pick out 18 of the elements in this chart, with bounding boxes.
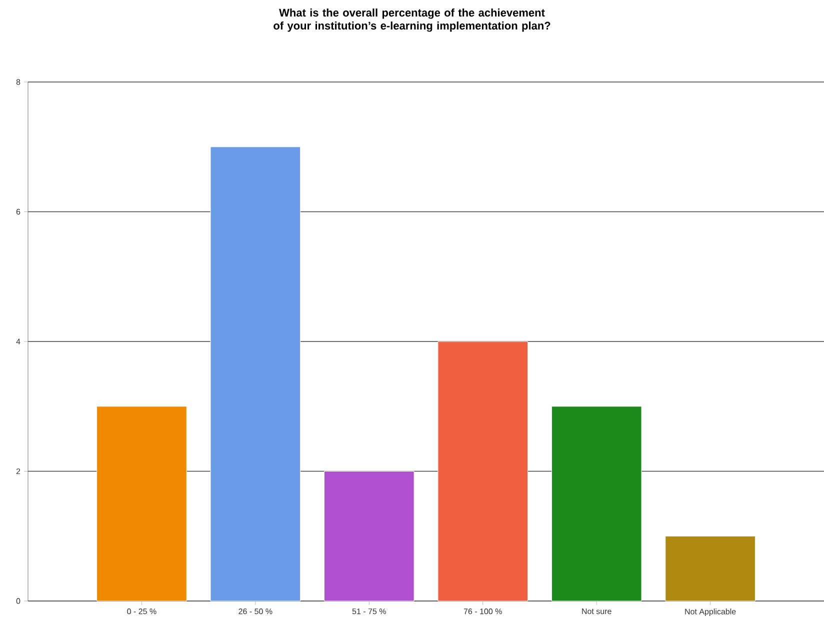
bar — [324, 471, 414, 602]
bar — [438, 341, 528, 602]
x-tick-label: 51 - 75 % — [352, 608, 386, 614]
x-tick-label: 0 - 25 % — [127, 608, 156, 614]
y-tick-label: 0 — [16, 598, 20, 604]
bar — [210, 146, 301, 602]
bar — [96, 406, 187, 602]
y-tick-label: 6 — [16, 208, 20, 215]
bar — [665, 536, 756, 602]
y-tick-label: 2 — [16, 468, 20, 474]
bar — [551, 406, 642, 602]
chart-title: What is the overall percentage of the achievement of your institution’s e-learning implementation plan? — [274, 8, 550, 32]
y-tick-label: 8 — [16, 79, 20, 85]
x-tick-label: 26 - 50 % — [238, 608, 272, 614]
x-tick-label: Not Applicable — [685, 608, 736, 616]
x-tick-label: Not sure — [582, 608, 612, 614]
x-tick-label: 76 - 100 % — [464, 608, 502, 614]
y-tick-label: 4 — [16, 338, 20, 344]
